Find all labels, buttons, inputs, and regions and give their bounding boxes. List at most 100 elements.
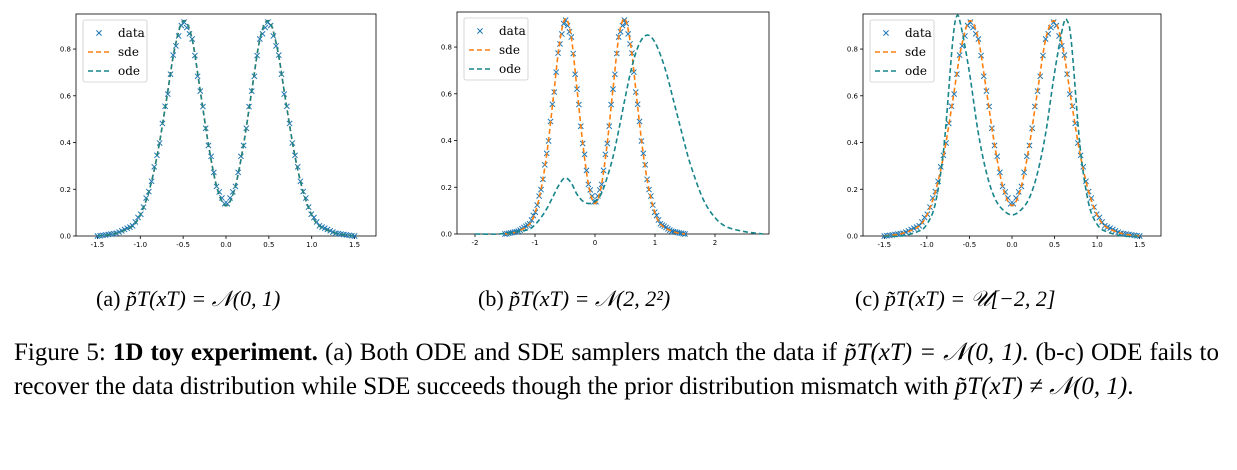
data-point <box>975 36 982 42</box>
legend-box <box>82 19 148 83</box>
x-tick-label: -1.5 <box>91 241 105 249</box>
legend-marker-data <box>477 28 483 34</box>
legend-label-data: data <box>118 26 145 40</box>
data-point <box>235 169 242 176</box>
legend-label-ode: ode <box>118 64 140 78</box>
caption-text-3: . <box>1127 373 1134 400</box>
data-point <box>611 71 618 78</box>
data-point <box>164 91 171 98</box>
series-line-ode <box>97 19 355 237</box>
data-point <box>610 86 616 93</box>
legend-label-sde: sde <box>499 43 520 57</box>
y-tick-label: 0.8 <box>847 46 858 54</box>
data-point <box>604 140 611 147</box>
figure-caption: Figure 5: 1D toy experiment. (a) Both OD… <box>14 336 1219 404</box>
subcaption-a-math: p̃T(xT) = 𝒩(0, 1) <box>125 286 281 311</box>
legend-marker-data <box>883 30 889 36</box>
data-point <box>148 178 155 185</box>
data-point <box>265 19 271 26</box>
data-point <box>229 188 236 195</box>
y-tick-label: 0.6 <box>441 90 453 98</box>
data-point <box>1136 233 1143 239</box>
data-point <box>956 52 963 59</box>
series-line-ode <box>884 14 1140 238</box>
data-point <box>566 28 573 35</box>
subcaption-a-label: (a) <box>96 286 121 311</box>
series-line-sde <box>504 17 686 235</box>
data-point <box>583 167 590 174</box>
data-point <box>634 101 641 108</box>
subplot-1: -2 -1 0 1 2 0.0 0.2 0.4 0.6 0.8 data sde ode <box>441 11 770 247</box>
subplot-2: -1.5 -1.0 -0.5 0.0 0.5 1.0 1.5 0.0 0.2 0.4 0.6 0.8 d… <box>847 13 1162 249</box>
legend-box <box>869 19 935 83</box>
subcaption-b-label: (b) <box>478 286 504 311</box>
x-tick-label: 1.5 <box>1134 241 1145 249</box>
x-tick-label: 1 <box>653 239 657 247</box>
subcaption-c-math: p̃T(xT) = 𝒰[−2, 2] <box>884 286 1056 311</box>
legend-label-sde: sde <box>118 45 139 59</box>
x-tick-label: 1.0 <box>306 241 317 249</box>
x-tick-label: 1.0 <box>1092 241 1103 249</box>
figure: -1.5 -1.0 -0.5 0.0 0.5 1.0 1.5 0.0 0.2 0.4 0.6 0.8 d… <box>60 11 1162 312</box>
data-point <box>189 36 196 42</box>
data-point <box>534 202 541 209</box>
x-tick-label: 0.0 <box>1006 241 1017 249</box>
caption-bold-title: 1D toy experiment. <box>112 339 318 366</box>
legend-label-ode: ode <box>905 64 927 78</box>
data-point <box>1058 42 1065 49</box>
data-point <box>256 36 263 42</box>
data-point <box>636 118 643 125</box>
data-point <box>181 19 187 26</box>
x-tick-label: -0.5 <box>963 241 977 249</box>
data-point <box>170 52 177 59</box>
data-point <box>1066 91 1073 98</box>
legend-box <box>463 17 529 81</box>
y-tick-label: 0.0 <box>847 233 858 241</box>
x-tick-label: 0.5 <box>263 241 274 249</box>
x-tick-label: 0.0 <box>220 241 231 249</box>
data-point <box>156 140 163 146</box>
data-point <box>175 32 182 39</box>
subcaption-c: (c) p̃T(xT) = 𝒰[−2, 2] <box>855 286 1055 312</box>
y-tick-label: 0.4 <box>441 137 453 145</box>
x-tick-label: 2 <box>713 239 717 247</box>
data-point <box>996 169 1003 176</box>
legend-marker-data <box>96 30 102 36</box>
caption-text-1: (a) Both ODE and SDE samplers match the … <box>317 339 845 366</box>
x-tick-label: 0.5 <box>1049 241 1060 249</box>
x-tick-label: -1.0 <box>920 241 934 249</box>
data-point <box>297 178 304 185</box>
y-tick-label: 0.8 <box>441 44 452 52</box>
data-point <box>951 91 958 98</box>
data-point <box>581 151 588 158</box>
data-point <box>967 19 974 26</box>
data-point <box>598 181 605 188</box>
legend-label-ode: ode <box>499 62 521 76</box>
data-point <box>254 52 261 59</box>
data-point <box>281 91 288 98</box>
y-tick-label: 0.4 <box>60 139 72 147</box>
subcaption-a: (a) p̃T(xT) = 𝒩(0, 1) <box>96 286 280 312</box>
y-tick-label: 0.2 <box>441 184 452 192</box>
subcaption-b-math: p̃T(xT) = 𝒩(2, 2²) <box>509 286 671 311</box>
caption-math-1: p̃T(xT) = 𝒩(0, 1) <box>844 339 1023 366</box>
data-point <box>172 42 179 49</box>
y-tick-label: 0.4 <box>847 139 859 147</box>
x-tick-label: -1 <box>532 239 539 247</box>
subplot-0: -1.5 -1.0 -0.5 0.0 0.5 1.0 1.5 0.0 0.2 0.4 0.6 0.8 d… <box>60 13 377 249</box>
data-point <box>553 69 560 76</box>
data-point <box>1042 36 1049 42</box>
x-tick-label: -2 <box>472 239 479 247</box>
data-point <box>286 120 293 127</box>
data-point <box>270 32 277 39</box>
series-line-ode <box>474 34 764 235</box>
data-point <box>1050 19 1057 26</box>
figure-number: Figure 5: <box>14 339 106 366</box>
data-point <box>617 28 624 35</box>
y-tick-label: 0.0 <box>60 233 71 241</box>
y-tick-label: 0.2 <box>60 186 71 194</box>
data-point <box>292 152 298 159</box>
data-point <box>572 71 579 78</box>
data-point <box>210 169 217 176</box>
legend-label-data: data <box>499 24 526 38</box>
